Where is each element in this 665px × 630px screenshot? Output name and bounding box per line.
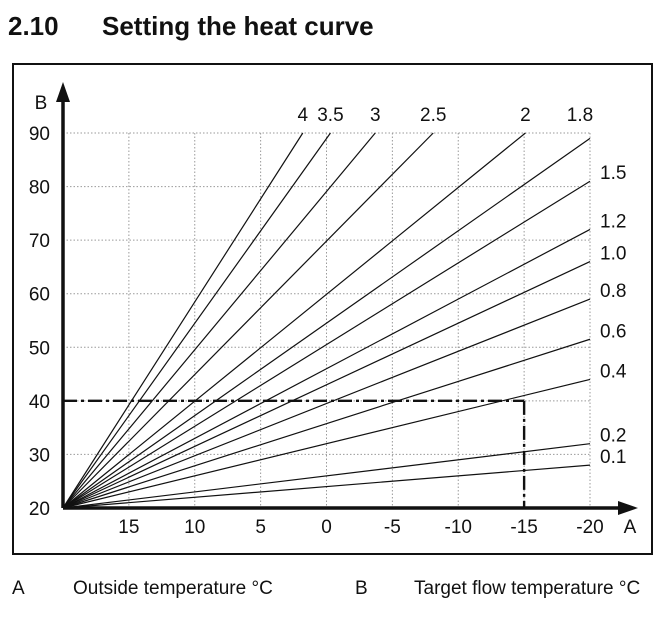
x-tick-label: -20 <box>576 517 603 538</box>
curve-label-3.5: 3.5 <box>317 105 343 126</box>
y-tick-label: 20 <box>29 499 50 520</box>
y-tick-label: 60 <box>29 285 50 306</box>
curve-label-2.5: 2.5 <box>420 105 446 126</box>
curve-label-0.4: 0.4 <box>600 361 627 382</box>
x-tick-label: -5 <box>384 517 401 538</box>
x-axis-title: A <box>624 517 637 538</box>
x-tick-label: -15 <box>510 517 537 538</box>
y-tick-label: 30 <box>29 445 50 466</box>
curve-label-0.6: 0.6 <box>600 321 626 342</box>
heat-curve-1.5 <box>62 180 591 509</box>
heat-curve-3 <box>62 132 376 509</box>
section-number: 2.10 <box>8 11 59 41</box>
x-tick-label: 0 <box>321 517 332 538</box>
y-tick-label: 50 <box>29 338 50 359</box>
axes <box>56 82 638 515</box>
y-axis-title: B <box>35 93 48 114</box>
x-tick-label: 5 <box>255 517 266 538</box>
y-tick-label: 70 <box>29 231 50 252</box>
x-tick-label: 10 <box>184 517 205 538</box>
legend-description: Outside temperature °C <box>73 578 273 599</box>
guide-lines <box>63 399 526 509</box>
heat-curve-0.8 <box>62 298 591 509</box>
heat-curve-2 <box>62 132 526 509</box>
curve-label-0.1: 0.1 <box>600 447 626 468</box>
curve-label-1.5: 1.5 <box>600 163 626 184</box>
grid <box>63 132 591 508</box>
curve-label-0.2: 0.2 <box>600 426 626 447</box>
heat-curve-0.6 <box>62 338 591 509</box>
heat-curve-1.8 <box>62 137 591 509</box>
heat-curve-0.4 <box>62 378 591 509</box>
y-tick-label: 90 <box>29 124 50 145</box>
x-tick-label: 15 <box>118 517 139 538</box>
legend-key: B <box>355 578 368 599</box>
curve-label-3: 3 <box>370 105 381 126</box>
curve-labels: 4 3.5 3 2.5 2 1.8 1.5 1.2 1.0 0.8 0.6 0.4 0.20.1 <box>297 105 626 468</box>
chart-frame: B A 20 30 40 50 60 70 80 90 15 10 5 0 -5 -10 -15 -20 4 3.5… <box>12 63 653 555</box>
y-tick-label: 40 <box>29 392 50 413</box>
legend-key: A <box>12 578 25 599</box>
heat-curve-2.5 <box>62 132 434 509</box>
x-axis-arrow <box>618 501 638 515</box>
curve-label-0.8: 0.8 <box>600 281 626 302</box>
legend-description: Target flow temperature °C <box>414 578 641 599</box>
heat-curve-3.5 <box>62 132 331 509</box>
heat-curve-4 <box>62 132 304 509</box>
section-title: Setting the heat curve <box>102 11 374 41</box>
curve-label-1.0: 1.0 <box>600 244 626 265</box>
curve-label-1.2: 1.2 <box>600 211 626 232</box>
heat-curve-0.2 <box>62 443 591 509</box>
y-tick-label: 80 <box>29 178 50 199</box>
heat-curve-1.0 <box>62 261 591 509</box>
curve-label-4: 4 <box>297 105 308 126</box>
heat-curves <box>62 132 591 509</box>
curve-label-1.8: 1.8 <box>567 105 593 126</box>
heat-curve-0.1 <box>62 464 591 509</box>
curve-label-2: 2 <box>520 105 531 126</box>
x-tick-label: -10 <box>445 517 472 538</box>
heat-curve-1.2 <box>62 228 591 509</box>
y-axis-arrow <box>56 82 70 102</box>
section-heading: 2.10 Setting the heat curve <box>8 11 374 42</box>
